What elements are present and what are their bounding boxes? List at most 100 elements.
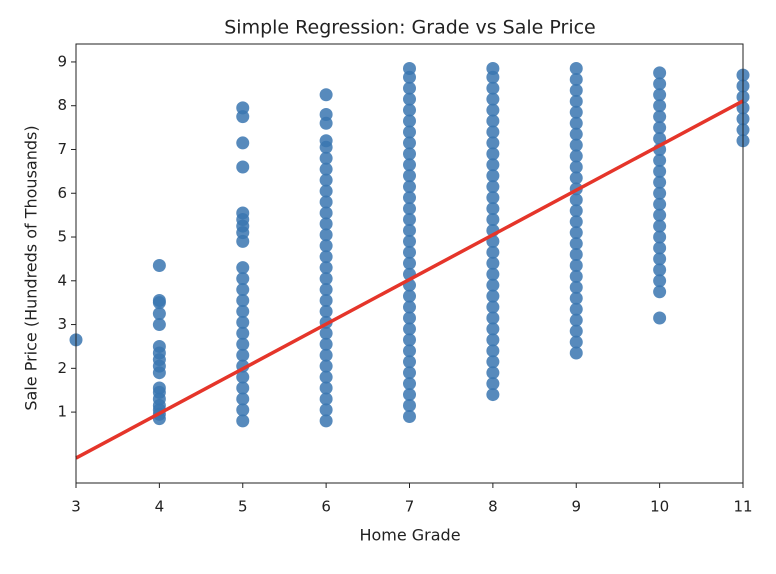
data-point [403,158,416,172]
data-point [569,127,583,141]
data-point [152,339,166,353]
x-tick-label: 5 [238,498,248,516]
data-point [403,136,416,150]
data-point [236,272,250,286]
chart-title: Simple Regression: Grade vs Sale Price [224,17,596,39]
data-point [403,234,416,248]
data-point [403,377,416,391]
data-point [319,228,333,242]
data-point [569,313,583,327]
data-point [653,88,667,102]
data-point [653,66,667,80]
data-point [486,289,500,303]
plot-area [69,62,750,460]
data-point [236,101,250,115]
data-point [319,403,333,417]
regression-line [75,99,744,460]
data-point [403,333,416,347]
data-point [569,291,583,305]
data-point [569,171,583,185]
data-point [653,230,667,244]
data-point [486,92,500,106]
data-point [486,213,500,227]
data-point [486,344,500,358]
data-point [569,335,583,349]
data-point [236,261,250,275]
data-point [486,366,500,380]
data-point [653,197,667,211]
data-point [403,409,416,423]
y-tick-label: 6 [57,184,67,202]
x-tick-label: 6 [321,498,331,516]
data-point [236,206,250,220]
data-point [486,158,500,172]
data-point [152,381,166,395]
data-point [569,324,583,338]
data-point [653,274,667,288]
data-point [569,83,583,97]
x-tick-label: 8 [488,498,498,516]
data-point [236,160,250,174]
data-point [319,392,333,406]
data-point [236,293,250,307]
data-point [653,175,667,189]
data-point [236,370,250,384]
data-point [319,261,333,275]
data-point [653,153,667,167]
data-point [403,191,416,205]
data-point [319,162,333,176]
data-point [319,250,333,264]
data-point [319,195,333,209]
data-point [319,88,333,102]
data-point [403,289,416,303]
data-point [319,370,333,384]
data-point [403,62,416,76]
data-point [486,62,500,76]
data-point [486,377,500,391]
data-point [486,267,500,281]
data-point [319,326,333,340]
data-point [653,110,667,124]
data-point [319,239,333,253]
data-point [152,318,166,332]
y-tick-label: 9 [57,52,67,70]
data-point [569,193,583,207]
data-point [653,208,667,222]
data-point [569,280,583,294]
data-point [403,125,416,139]
y-axis-label: Sale Price (Hundreds of Thousands) [22,125,41,410]
data-point [569,226,583,240]
data-point [569,105,583,119]
data-point [569,215,583,229]
data-point [236,283,250,297]
data-point [403,147,416,161]
data-point [653,77,667,91]
data-point [403,223,416,237]
x-tick-label: 10 [650,498,669,516]
data-point [486,169,500,183]
data-point [486,322,500,336]
data-point [403,344,416,358]
data-point [236,381,250,395]
data-point [486,103,500,117]
data-point [486,311,500,325]
data-point [236,326,250,340]
data-point [403,213,416,227]
data-point [653,263,667,277]
data-point [569,138,583,152]
data-point [403,388,416,402]
data-point [403,311,416,325]
data-point [403,103,416,117]
x-tick-label: 7 [405,498,415,516]
data-point [653,186,667,200]
data-point [403,322,416,336]
data-point [319,381,333,395]
data-point [236,136,250,150]
data-point [152,258,166,272]
data-point [486,81,500,95]
data-point [403,399,416,413]
data-point [403,180,416,194]
data-point [403,114,416,128]
data-point [403,245,416,259]
